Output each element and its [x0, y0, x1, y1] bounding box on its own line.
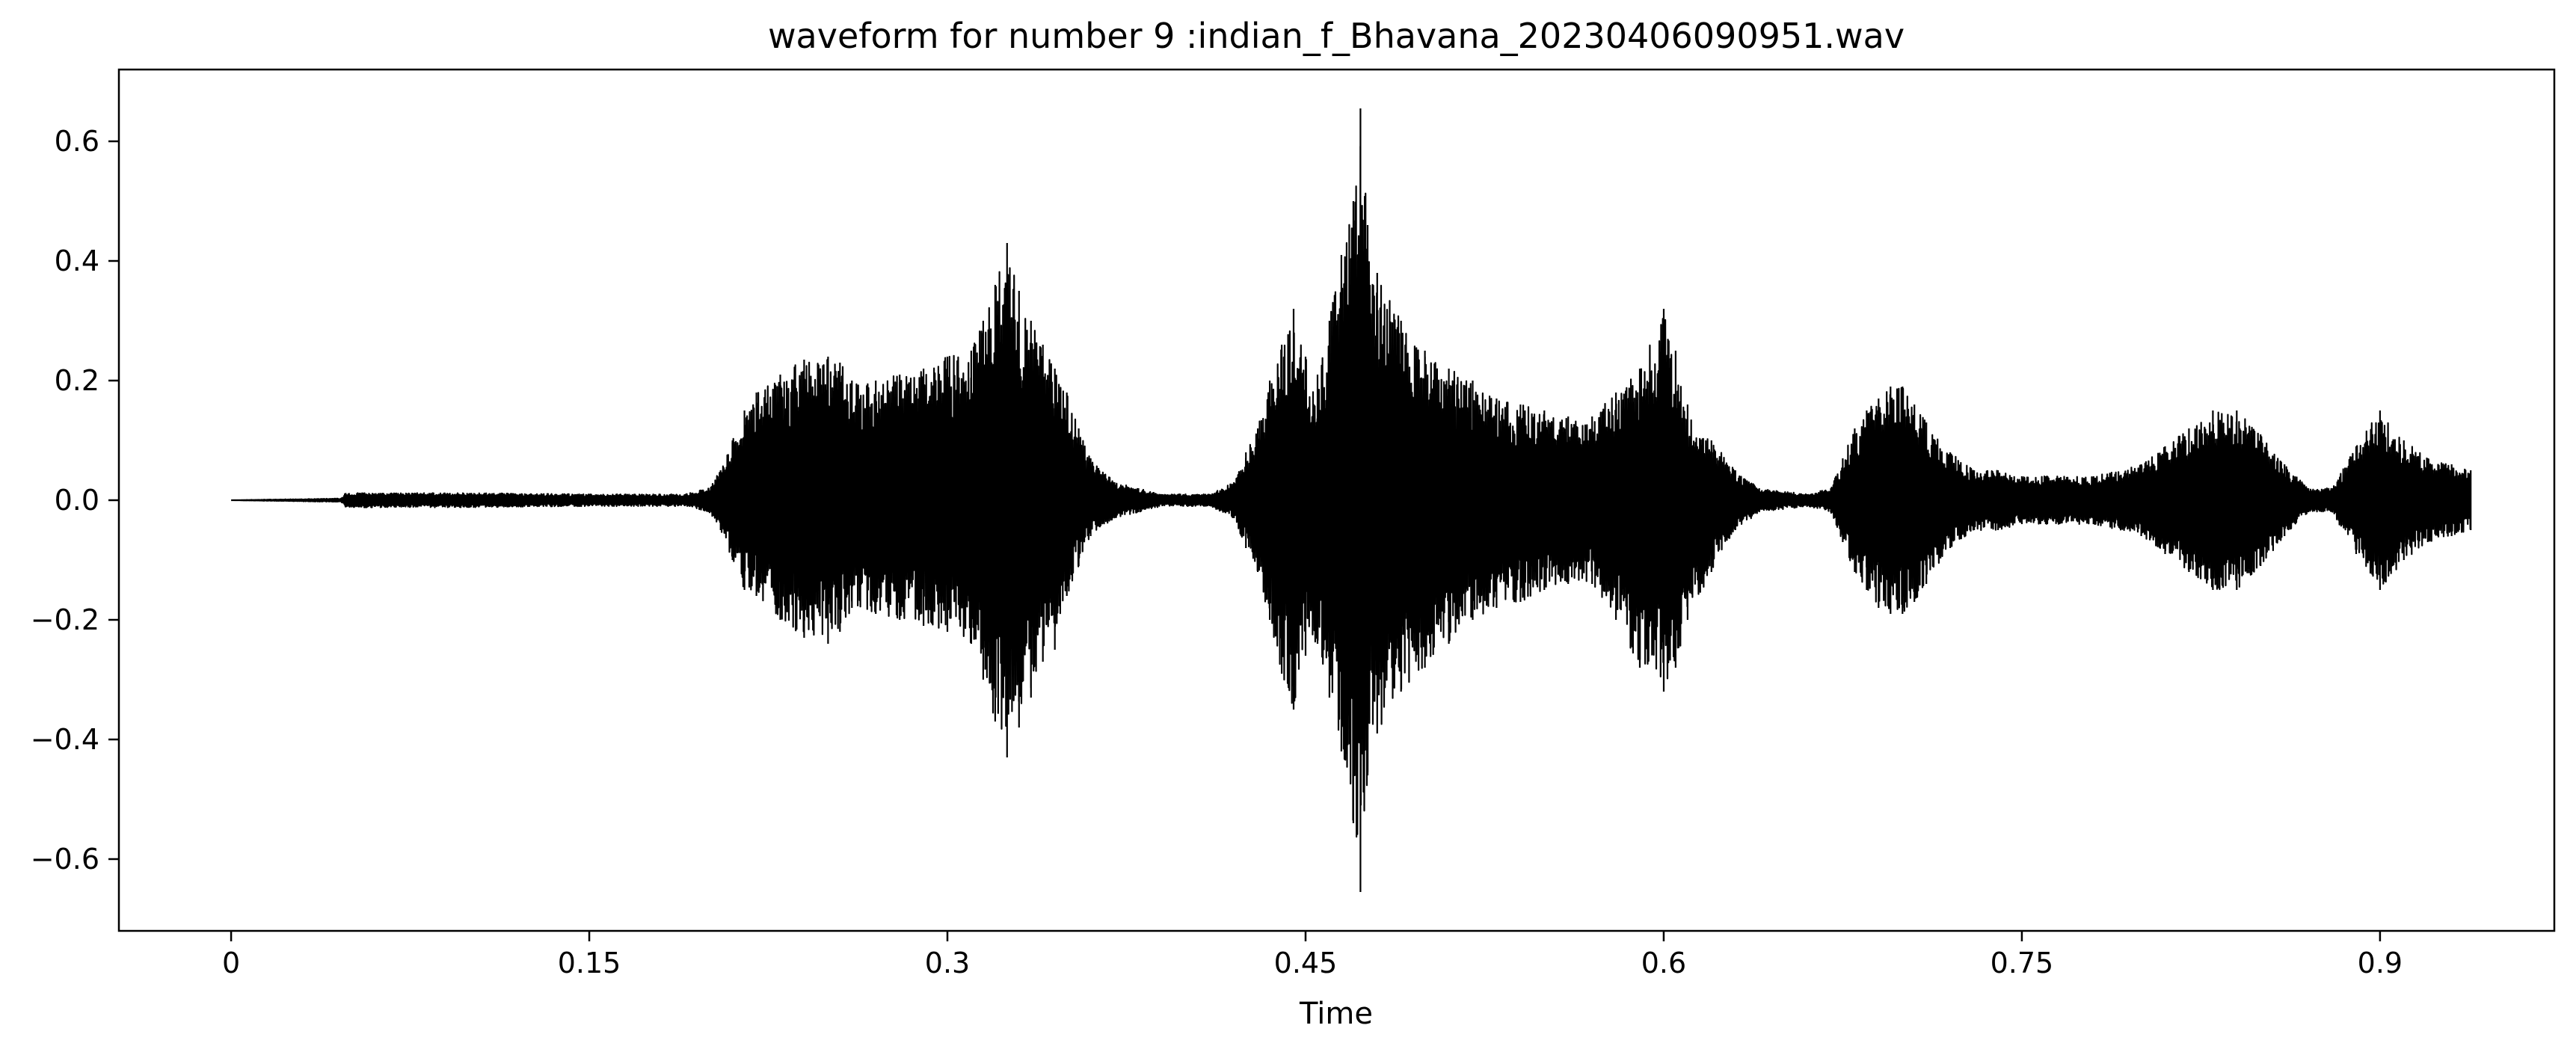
- x-tick-label: 0.15: [558, 947, 621, 979]
- waveform-series-line: [230, 108, 2472, 892]
- y-axis-ticks: 0.6 0.4 0.2 0.0 −0.2 −0.4 −0.6: [31, 125, 119, 876]
- y-tick-label: 0.4: [55, 244, 99, 277]
- x-tick-label: 0.3: [925, 947, 970, 979]
- chart-title: waveform for number 9 :indian_f_Bhavana_…: [768, 16, 1905, 56]
- x-tick-label: 0.6: [1641, 947, 1686, 979]
- x-axis-label: Time: [1299, 997, 1373, 1031]
- x-tick-label: 0.9: [2358, 947, 2403, 979]
- y-tick-label: −0.4: [31, 723, 99, 756]
- y-tick-label: −0.6: [31, 843, 99, 876]
- x-tick-label: 0.45: [1274, 947, 1338, 979]
- x-axis-ticks: 0 0.15 0.3 0.45 0.6 0.75 0.9: [222, 931, 2403, 979]
- y-tick-label: −0.2: [31, 603, 99, 636]
- y-tick-label: 0.2: [55, 364, 99, 397]
- x-tick-label: 0: [222, 947, 240, 979]
- y-tick-label: 0.6: [55, 125, 99, 158]
- y-tick-label: 0.0: [55, 484, 99, 517]
- x-tick-label: 0.75: [1991, 947, 2054, 979]
